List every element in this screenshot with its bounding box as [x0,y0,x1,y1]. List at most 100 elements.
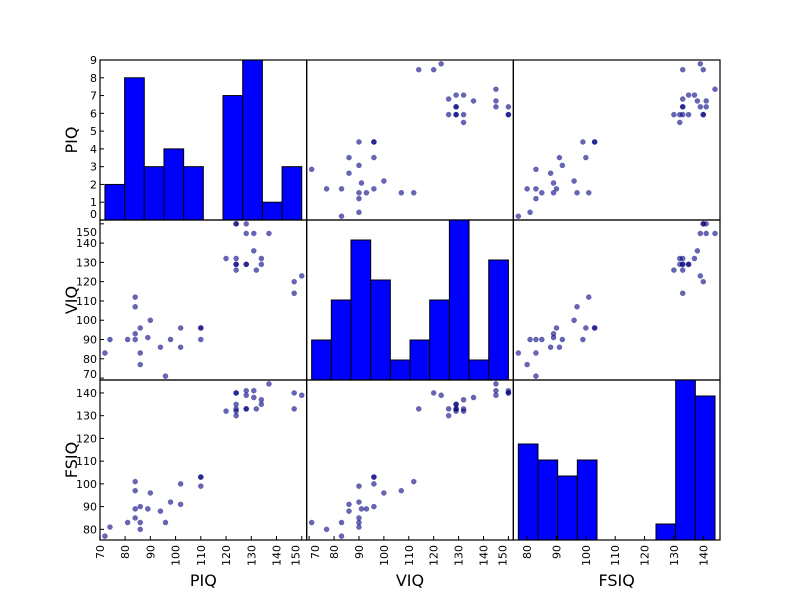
hist-bar-fsiq [576,459,598,541]
scatter-point [550,180,557,186]
scatter-point [124,519,131,526]
y-tick-label: 80 [83,353,97,366]
scatter-point [524,185,530,192]
scatter-point [533,350,539,356]
x-tick-label: 130 [668,545,681,566]
scatter-point [676,119,683,126]
hist-bar-fsiq [537,459,559,541]
scatter-point [371,139,377,145]
scatter-point [538,189,545,196]
hist-bar-piq [163,148,185,221]
y-tick-label: 100 [76,478,97,491]
scatter-point [527,209,533,216]
scatter-point [453,103,459,110]
x-tick-label: 90 [144,545,157,559]
scatter-point [493,387,499,394]
scatter-point [243,220,250,227]
scatter-point [697,273,704,279]
scatter-point [676,255,683,262]
scatter-point [132,515,139,521]
y-tick-label: 9 [90,54,97,67]
scatter-point [460,92,467,98]
hist-bar-viq [311,339,332,381]
scatter-point [157,508,164,514]
scatter-point [398,487,405,494]
scatter-point [553,185,560,192]
scatter-point [671,111,677,118]
scatter-point [132,487,139,494]
x-tick-label: 130 [453,545,466,566]
y-tick-label: 120 [76,432,97,445]
scatter-point [266,381,272,387]
scatter-point [233,261,239,268]
scatter-point [102,533,108,539]
scatter-point [712,230,718,237]
x-tick-label: 110 [403,545,416,566]
hist-bar-piq [261,201,283,221]
scatter-point [197,474,204,480]
hist-bar-piq [242,59,263,221]
x-tick-label: 130 [245,545,258,566]
scatter-point [533,195,539,202]
x-tick-label: 150 [290,545,303,566]
scatter-point [346,170,352,177]
scatter-point [291,290,298,297]
scatter-point [445,406,452,412]
scatter-point [177,501,184,508]
scatter-point [571,178,577,184]
scatter-point [266,230,272,237]
scatter-point [233,255,239,262]
x-axis-label: FSIQ [598,571,634,590]
scatter-point [157,344,164,351]
scatter-point [460,408,467,414]
hist-bar-viq [488,259,509,381]
hist-bar-viq [370,279,391,381]
y-tick-label: 130 [76,410,97,423]
scatter-point [453,92,459,98]
scatter-point [685,92,692,98]
scatter-point [258,255,265,262]
scatter-point [550,189,557,196]
scatter-point [580,336,586,343]
x-tick-label: 100 [580,545,593,566]
scatter-point [547,344,554,351]
y-tick-label: 90 [83,501,97,514]
scatter-point [533,166,539,173]
y-tick-label: 80 [83,523,97,536]
y-tick-label: 140 [76,237,97,250]
scatter-point [233,267,239,273]
x-tick-label: 90 [353,545,366,559]
scatter-point [177,325,184,331]
scatter-point [697,60,704,67]
y-tick-label: 70 [83,368,97,381]
scatter-point [233,220,239,227]
scatter-point [356,195,362,202]
scatter-point [137,519,144,526]
scatter-point [291,278,298,285]
scatter-point [356,483,362,489]
scatter-point [679,261,686,268]
y-tick-label: 3 [90,161,97,174]
y-tick-label: 1 [90,196,97,209]
scatter-point [700,66,707,73]
hist-bar-fsiq [557,475,578,541]
scatter-point [381,490,387,496]
scatter-point [162,519,169,526]
x-tick-label: 80 [328,545,341,559]
hist-bar-viq [448,219,470,381]
hist-bar-fsiq [694,395,716,541]
scatter-point [356,162,362,169]
scatter-point [430,66,437,73]
scatter-point [470,394,477,401]
scatter-point [700,278,707,285]
scatter-point [438,60,445,67]
scatter-point [676,111,683,118]
scatter-point [697,230,704,237]
hist-bar-piq [281,166,303,221]
subplot-frame [99,379,308,541]
y-tick-label: 100 [76,314,97,327]
scatter-point [124,336,131,343]
scatter-point [147,317,154,324]
scatter-point [233,412,239,419]
scatter-point [253,267,260,273]
